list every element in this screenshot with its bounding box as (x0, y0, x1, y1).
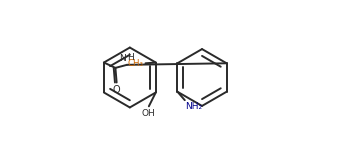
Text: NH₂: NH₂ (185, 102, 202, 111)
Text: CH₃: CH₃ (128, 59, 144, 68)
Text: H: H (127, 53, 134, 62)
Text: O: O (112, 85, 120, 95)
Text: OH: OH (142, 109, 156, 118)
Text: N: N (119, 54, 126, 63)
